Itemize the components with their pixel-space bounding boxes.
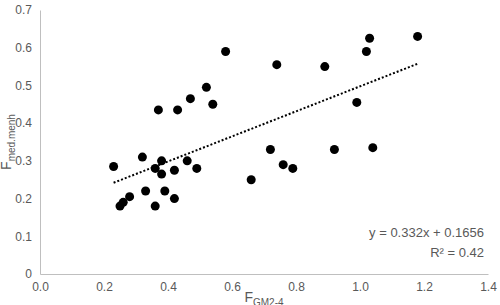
x-tick-label: 0.8 (288, 280, 305, 294)
y-tick-label: 0.2 (15, 192, 32, 206)
y-tick-label: 0 (25, 267, 32, 281)
x-axis-title: FGM2-4 (244, 289, 284, 305)
x-tick: 0.6 (224, 274, 241, 294)
x-tick: 0.4 (160, 274, 177, 294)
point (154, 105, 163, 114)
y-tick: 0.3 (15, 154, 40, 168)
point (160, 187, 169, 196)
point (202, 83, 211, 92)
y-tick: 0.1 (15, 230, 40, 244)
point (266, 145, 275, 154)
point (173, 105, 182, 114)
point (413, 32, 422, 41)
point (151, 202, 160, 211)
point (247, 175, 256, 184)
y-tick-label: 0.7 (15, 3, 32, 17)
y-axis-line (40, 11, 41, 275)
y-axis: 0 0.1 0.2 0.3 0.4 0.5 0.6 0.7 (15, 3, 40, 281)
annotation: y = 0.332x + 0.1656 (369, 225, 484, 240)
point (279, 160, 288, 169)
x-tick-label: 0.0 (32, 280, 49, 294)
x-tick-label: 0.6 (224, 280, 241, 294)
chart: 0.0 0.2 0.4 0.6 0.8 1.0 1.2 1.4 0 0.1 0.2 0.3 0.4 0.5… (0, 0, 500, 305)
annotations: y = 0.332x + 0.1656 R² = 0.42 (369, 225, 484, 260)
point (186, 94, 195, 103)
x-tick: 1.0 (352, 274, 369, 294)
y-tick-label: 0.6 (15, 41, 32, 55)
x-tick-label: 0.4 (160, 280, 177, 294)
x-tick: 1.4 (480, 274, 497, 294)
point (192, 164, 201, 173)
y-tick-label: 0.5 (15, 79, 32, 93)
point (125, 192, 134, 201)
x-tick: 0.0 (32, 274, 49, 294)
marks (109, 32, 422, 211)
point (183, 156, 192, 165)
plot-area: 0.0 0.2 0.4 0.6 0.8 1.0 1.2 1.4 0 0.1 0.2 0.3 0.4 0.5… (15, 3, 497, 293)
x-tick: 1.2 (416, 274, 433, 294)
y-tick: 0.7 (15, 3, 40, 17)
x-tick-label: 1.2 (416, 280, 433, 294)
y-axis-title: Fmed.menh (0, 114, 17, 170)
y-tick: 0.6 (15, 41, 40, 55)
x-axis: 0.0 0.2 0.4 0.6 0.8 1.0 1.2 1.4 (32, 274, 497, 294)
point (221, 47, 230, 56)
point (288, 164, 297, 173)
point (157, 170, 166, 179)
point (208, 100, 217, 109)
y-tick-label: 0.4 (15, 116, 32, 130)
y-tick: 0.2 (15, 192, 40, 206)
point (272, 60, 281, 69)
x-tick: 0.8 (288, 274, 305, 294)
point (362, 47, 371, 56)
x-tick-label: 0.2 (96, 280, 113, 294)
x-axis-line (41, 274, 489, 275)
y-tick: 0 (25, 267, 40, 281)
point (352, 98, 361, 107)
y-tick-label: 0.1 (15, 230, 32, 244)
annotation: R² = 0.42 (430, 245, 484, 260)
x-tick-label: 1.0 (352, 280, 369, 294)
y-tick: 0.4 (15, 116, 40, 130)
y-tick: 0.5 (15, 79, 40, 93)
point (320, 62, 329, 71)
point (109, 162, 118, 171)
point (365, 34, 374, 43)
point (141, 187, 150, 196)
point (330, 145, 339, 154)
point (368, 143, 377, 152)
point (170, 194, 179, 203)
trendline (114, 64, 418, 183)
point (157, 156, 166, 165)
point (170, 166, 179, 175)
point (138, 153, 147, 162)
y-tick-label: 0.3 (15, 154, 32, 168)
x-tick-label: 1.4 (480, 280, 497, 294)
x-tick: 0.2 (96, 274, 113, 294)
